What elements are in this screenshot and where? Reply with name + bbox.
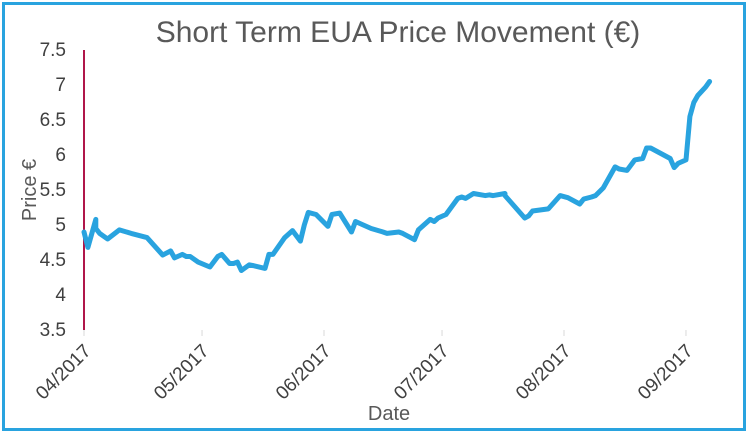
y-tick-label: 5 [55,215,66,236]
chart-title: Short Term EUA Price Movement (€) [156,16,641,49]
y-tick-label: 3.5 [40,320,66,341]
y-tick-label: 6 [55,145,66,166]
y-tick-label: 4 [55,285,66,306]
x-tick-label: 09/2017 [634,341,697,404]
x-tick-label: 06/2017 [272,341,335,404]
chart-frame [2,2,746,431]
x-tick-label: 05/2017 [150,341,213,404]
price-series-line [81,79,713,273]
y-tick-label: 7 [55,75,66,96]
y-tick-label: 7.5 [40,40,66,61]
x-tick-label: 07/2017 [390,341,453,404]
y-tick-label: 5.5 [40,180,66,201]
y-axis-ticks: 3.5 4 4.5 5 5.5 6 6.5 7 7.5 [40,40,67,341]
x-axis-ticks: 04/2017 05/2017 06/2017 07/2017 08/2017 09/20… [32,330,698,404]
x-tick-label: 08/2017 [512,341,575,404]
y-axis-title: Price € [19,159,41,221]
x-tick-label: 04/2017 [32,341,95,404]
y-tick-label: 4.5 [40,250,66,271]
y-tick-label: 6.5 [40,110,66,131]
x-axis-title: Date [368,403,410,425]
